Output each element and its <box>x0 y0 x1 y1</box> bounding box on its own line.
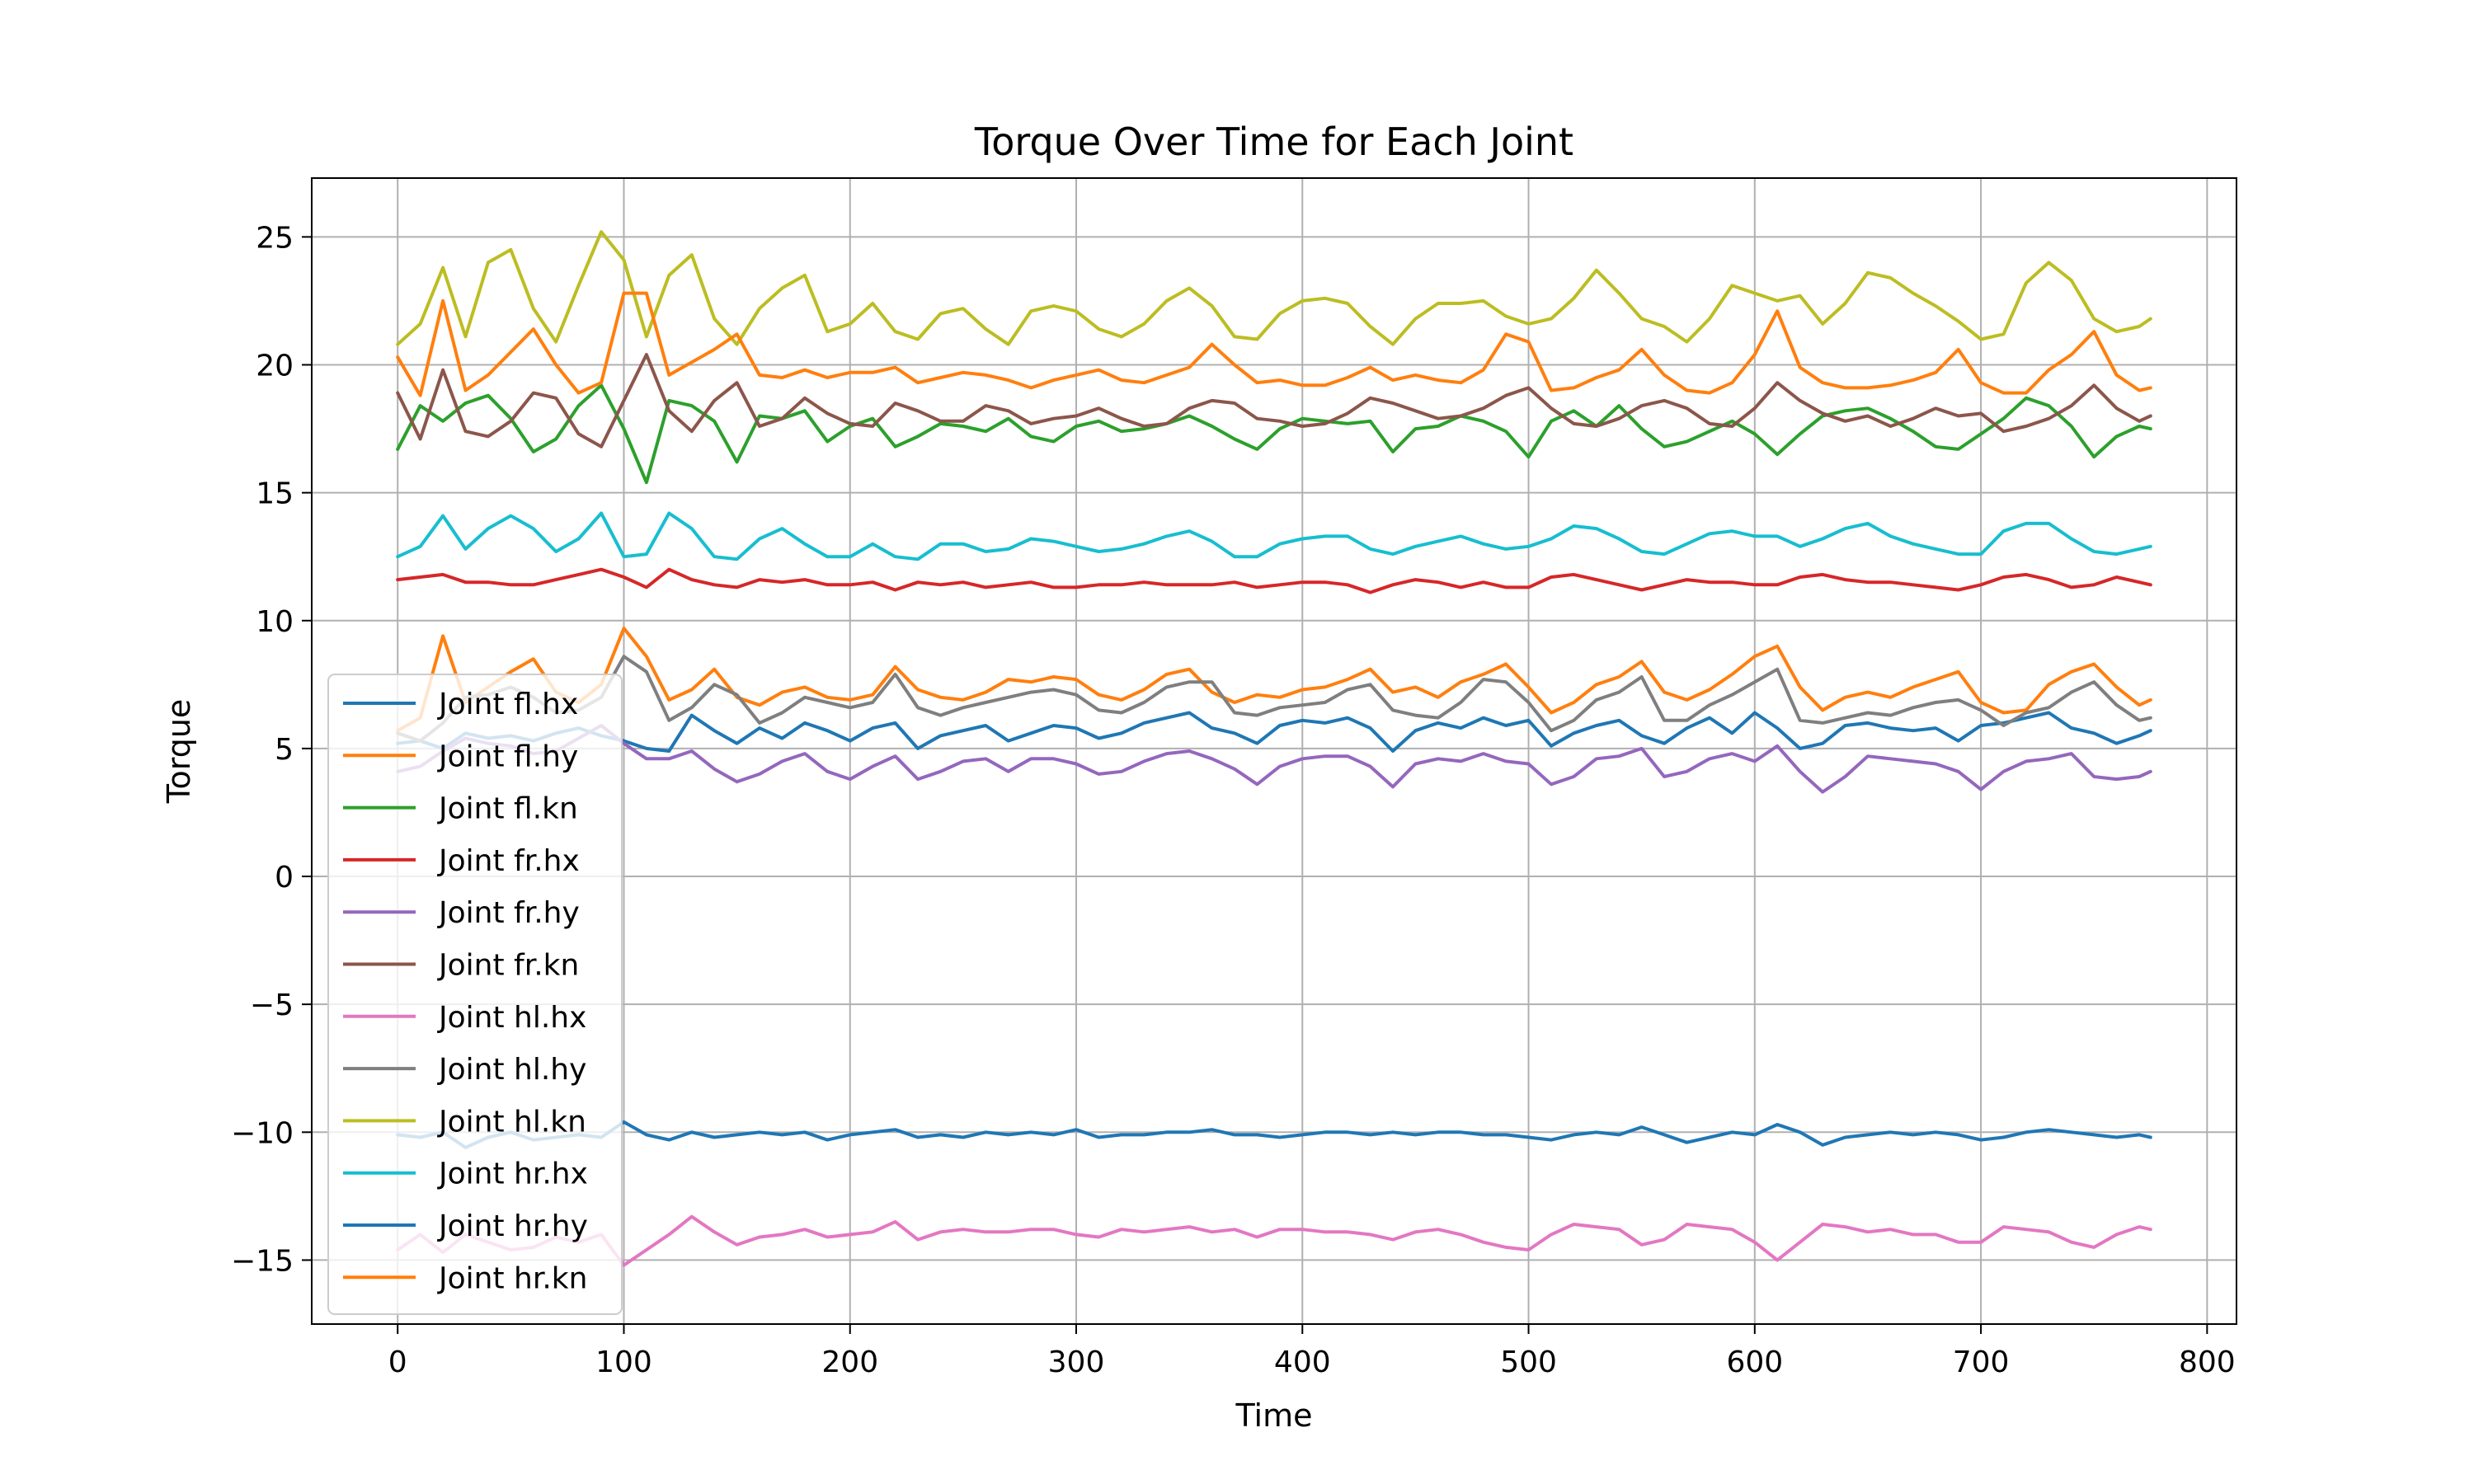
series-line-joint-fl-kn <box>396 383 2152 485</box>
y-tick-label: −15 <box>231 1244 294 1278</box>
series-line-joint-fl-hx <box>396 711 2152 753</box>
y-tick-label: 10 <box>256 605 294 639</box>
x-tick-label: 800 <box>2179 1345 2236 1379</box>
series-line-joint-hr-hy <box>396 1120 2152 1149</box>
legend-label-joint-hl-hy: Joint hl.hy <box>437 1053 586 1087</box>
axis-ticks: 0 100 200 300 400 500 600 700 800 −15 −10 −5 0 5 10 15 2… <box>231 221 2236 1379</box>
y-axis-label: Torque <box>161 699 197 805</box>
legend: Joint fl.hx Joint fl.hy Joint fl.kn Joint f… <box>327 674 623 1315</box>
legend-label-joint-fl-hx: Joint fl.hx <box>437 688 578 721</box>
plot-frame <box>311 177 2237 1325</box>
y-tick-label: 0 <box>275 861 294 895</box>
series-line-joint-hr-hx <box>396 511 2152 561</box>
legend-label-joint-fr-hy: Joint fr.hy <box>437 896 580 930</box>
x-tick-label: 300 <box>1048 1345 1105 1379</box>
legend-box <box>327 674 623 1315</box>
legend-label-joint-hr-hx: Joint hr.hx <box>437 1158 588 1191</box>
legend-label-joint-hr-hy: Joint hr.hy <box>437 1209 588 1243</box>
series-line-joint-hl-hy <box>396 655 2152 743</box>
legend-label-joint-hr-kn: Joint hr.kn <box>437 1261 587 1295</box>
x-tick-label: 100 <box>595 1345 652 1379</box>
legend-label-joint-fl-kn: Joint fl.kn <box>437 792 578 826</box>
x-tick-label: 200 <box>821 1345 878 1379</box>
series-line-joint-fr-hx <box>396 567 2152 594</box>
series-line-joint-fl-hy <box>396 627 2152 733</box>
grid <box>312 178 2236 1324</box>
x-tick-label: 500 <box>1500 1345 1557 1379</box>
legend-label-joint-hl-kn: Joint hl.kn <box>437 1105 586 1139</box>
x-tick-label: 0 <box>388 1345 407 1379</box>
legend-label-joint-fl-hy: Joint fl.hy <box>437 740 578 773</box>
legend-label-joint-fr-kn: Joint fr.kn <box>437 949 579 983</box>
series-line-joint-fr-hy <box>396 724 2152 794</box>
y-tick-label: −10 <box>231 1116 294 1150</box>
y-tick-label: 5 <box>275 733 294 767</box>
x-tick-label: 700 <box>1953 1345 2010 1379</box>
x-tick-label: 600 <box>1726 1345 1783 1379</box>
series-lines <box>396 230 2152 1267</box>
y-tick-label: 15 <box>256 477 294 511</box>
series-line-joint-fr-kn <box>396 353 2152 448</box>
x-tick-label: 400 <box>1274 1345 1331 1379</box>
series-line-joint-hl-hx <box>396 1214 2152 1267</box>
legend-label-joint-hl-hx: Joint hl.hx <box>437 1001 586 1035</box>
legend-label-joint-fr-hx: Joint fr.hx <box>437 844 580 878</box>
x-axis-label: Time <box>1235 1397 1313 1434</box>
chart-title: Torque Over Time for Each Joint <box>974 120 1573 164</box>
y-tick-label: 25 <box>256 221 294 255</box>
series-line-joint-hl-kn <box>396 230 2152 346</box>
y-tick-label: −5 <box>250 989 294 1022</box>
y-tick-label: 20 <box>256 349 294 383</box>
series-line-joint-hr-kn <box>396 291 2152 397</box>
